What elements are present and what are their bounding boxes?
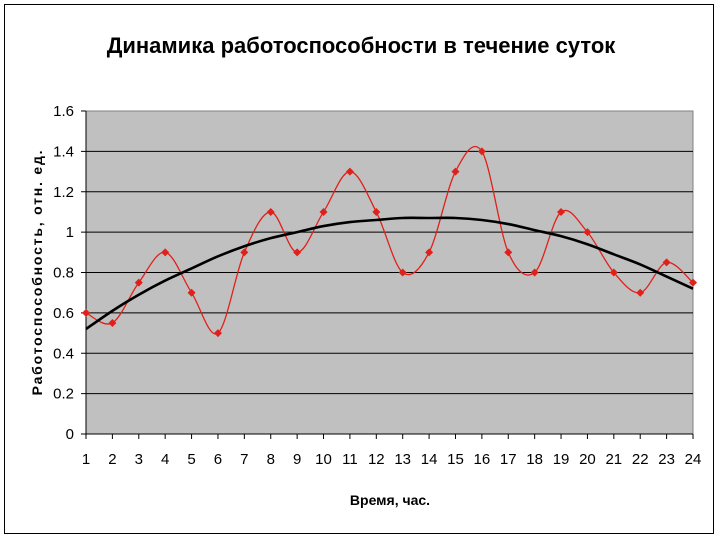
data-point-marker [504,248,513,257]
data-point-marker [134,278,143,287]
x-tick-label: 17 [500,451,517,468]
data-point-marker [161,248,170,257]
data-point-marker [345,167,354,176]
data-point-marker [477,147,486,156]
y-tick-label: 1 [66,224,74,241]
x-tick-label: 6 [214,451,222,468]
x-tick-label: 24 [685,451,702,468]
data-point-marker [82,308,90,317]
y-tick-label: 1.2 [53,184,74,201]
trend-line [85,216,694,331]
y-tick-label: 0.4 [53,345,74,362]
data-point-marker [530,268,539,277]
y-tick-label: 1.4 [53,143,74,160]
x-tick-label: 10 [315,451,332,468]
x-tick-label: 12 [368,451,385,468]
data-point-marker [425,248,434,257]
x-tick-label: 23 [658,451,675,468]
x-tick-label: 11 [342,451,358,468]
data-point-marker [293,248,302,257]
x-tick-label: 18 [526,451,543,468]
grid-lines [86,150,693,395]
series-group [82,145,697,338]
x-tick-label: 5 [187,451,195,468]
data-point-marker [609,268,618,277]
x-tick-label: 7 [240,451,248,468]
x-tick-label: 8 [267,451,275,468]
data-point-marker [662,258,671,267]
x-tick-label: 1 [82,451,90,468]
x-tick-label: 16 [474,451,491,468]
x-tick-label: 13 [394,451,411,468]
y-tick-label: 0.2 [53,386,74,403]
x-tick-label: 21 [605,451,622,468]
data-point-marker [240,248,249,257]
x-tick-labels: 1 2 3 4 5 6 7 8 9 10 11 12 13 14 15 16 17 18 19 20 21 22 23 24 [82,451,702,468]
chart: Динамика работоспособности в течение сут… [29,33,702,508]
chart-title: Динамика работоспособности в течение сут… [107,33,617,58]
y-tick-label: 0.6 [53,305,74,322]
data-point-marker [451,167,460,176]
data-point-marker [636,288,645,297]
chart-frame: Динамика работоспособности в течение сут… [4,4,714,534]
x-tick-label: 4 [161,451,169,468]
data-point-marker [689,278,697,287]
y-tick-label: 0 [66,426,74,443]
data-point-marker [266,207,275,216]
data-point-marker [583,228,592,237]
x-axis-title: Время, час. [350,492,430,508]
y-tick-label: 0.8 [53,265,74,282]
data-point-marker [557,207,566,216]
y-axis-title: Работоспособность, отн. ед. [29,149,45,396]
data-point-marker [108,318,117,327]
x-tick-label: 2 [108,451,116,468]
axes [81,110,694,439]
y-tick-label: 1.6 [53,103,74,120]
data-point-marker [372,207,381,216]
y-tick-labels: 0 0.2 0.4 0.6 0.8 1 1.2 1.4 1.6 [53,103,74,443]
x-tick-label: 14 [421,451,438,468]
x-tick-label: 9 [293,451,301,468]
data-point-marker [187,288,196,297]
x-tick-label: 22 [632,451,649,468]
data-point-marker [213,329,222,338]
data-point-marker [319,207,328,216]
x-tick-label: 19 [553,451,570,468]
x-tick-label: 3 [135,451,143,468]
x-tick-label: 15 [447,451,464,468]
x-tick-label: 20 [579,451,596,468]
data-point-marker [398,268,407,277]
